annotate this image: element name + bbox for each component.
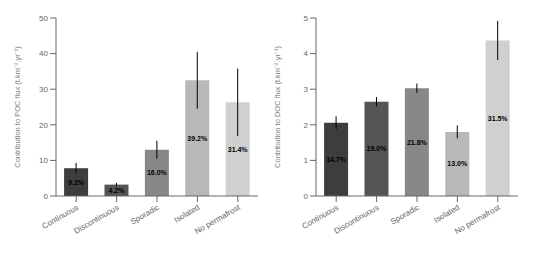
svg-text:31.4%: 31.4% [228,146,249,153]
svg-text:40: 40 [39,49,48,58]
svg-text:Discontinuous: Discontinuous [332,203,380,236]
svg-text:19.0%: 19.0% [367,145,388,152]
svg-text:0: 0 [304,192,309,201]
svg-text:Isolated: Isolated [432,203,461,225]
svg-text:5: 5 [304,14,309,23]
svg-text:30: 30 [39,85,48,94]
svg-text:Sporadic: Sporadic [129,203,161,227]
svg-text:Continuous: Continuous [300,202,340,231]
svg-text:14.7%: 14.7% [326,156,347,163]
svg-text:Sporadic: Sporadic [389,203,421,227]
svg-text:No permafrost: No permafrost [193,202,242,236]
svg-text:3: 3 [304,85,309,94]
svg-text:Isolated: Isolated [172,203,201,225]
svg-text:1: 1 [304,156,309,165]
svg-text:4: 4 [304,49,309,58]
svg-text:0: 0 [44,192,49,201]
svg-text:16.0%: 16.0% [147,169,168,176]
svg-text:9.2%: 9.2% [68,179,85,186]
svg-text:20: 20 [39,121,48,130]
svg-text:39.2%: 39.2% [187,135,208,142]
svg-text:50: 50 [39,14,48,23]
svg-text:2: 2 [304,121,309,130]
svg-text:13.0%: 13.0% [447,160,468,167]
svg-text:31.5%: 31.5% [488,115,509,122]
svg-text:10: 10 [39,156,48,165]
svg-text:Contribution to POC flux (t.km: Contribution to POC flux (t.km⁻².yr⁻¹) [13,46,22,168]
svg-text:Continuous: Continuous [40,202,80,231]
svg-text:Contribution to DOC flux (t.km: Contribution to DOC flux (t.km⁻².yr⁻¹) [273,46,282,168]
svg-text:21.8%: 21.8% [407,139,428,146]
svg-text:Discontinuous: Discontinuous [72,203,120,236]
svg-text:No permafrost: No permafrost [453,202,502,236]
svg-text:4.2%: 4.2% [108,187,125,194]
